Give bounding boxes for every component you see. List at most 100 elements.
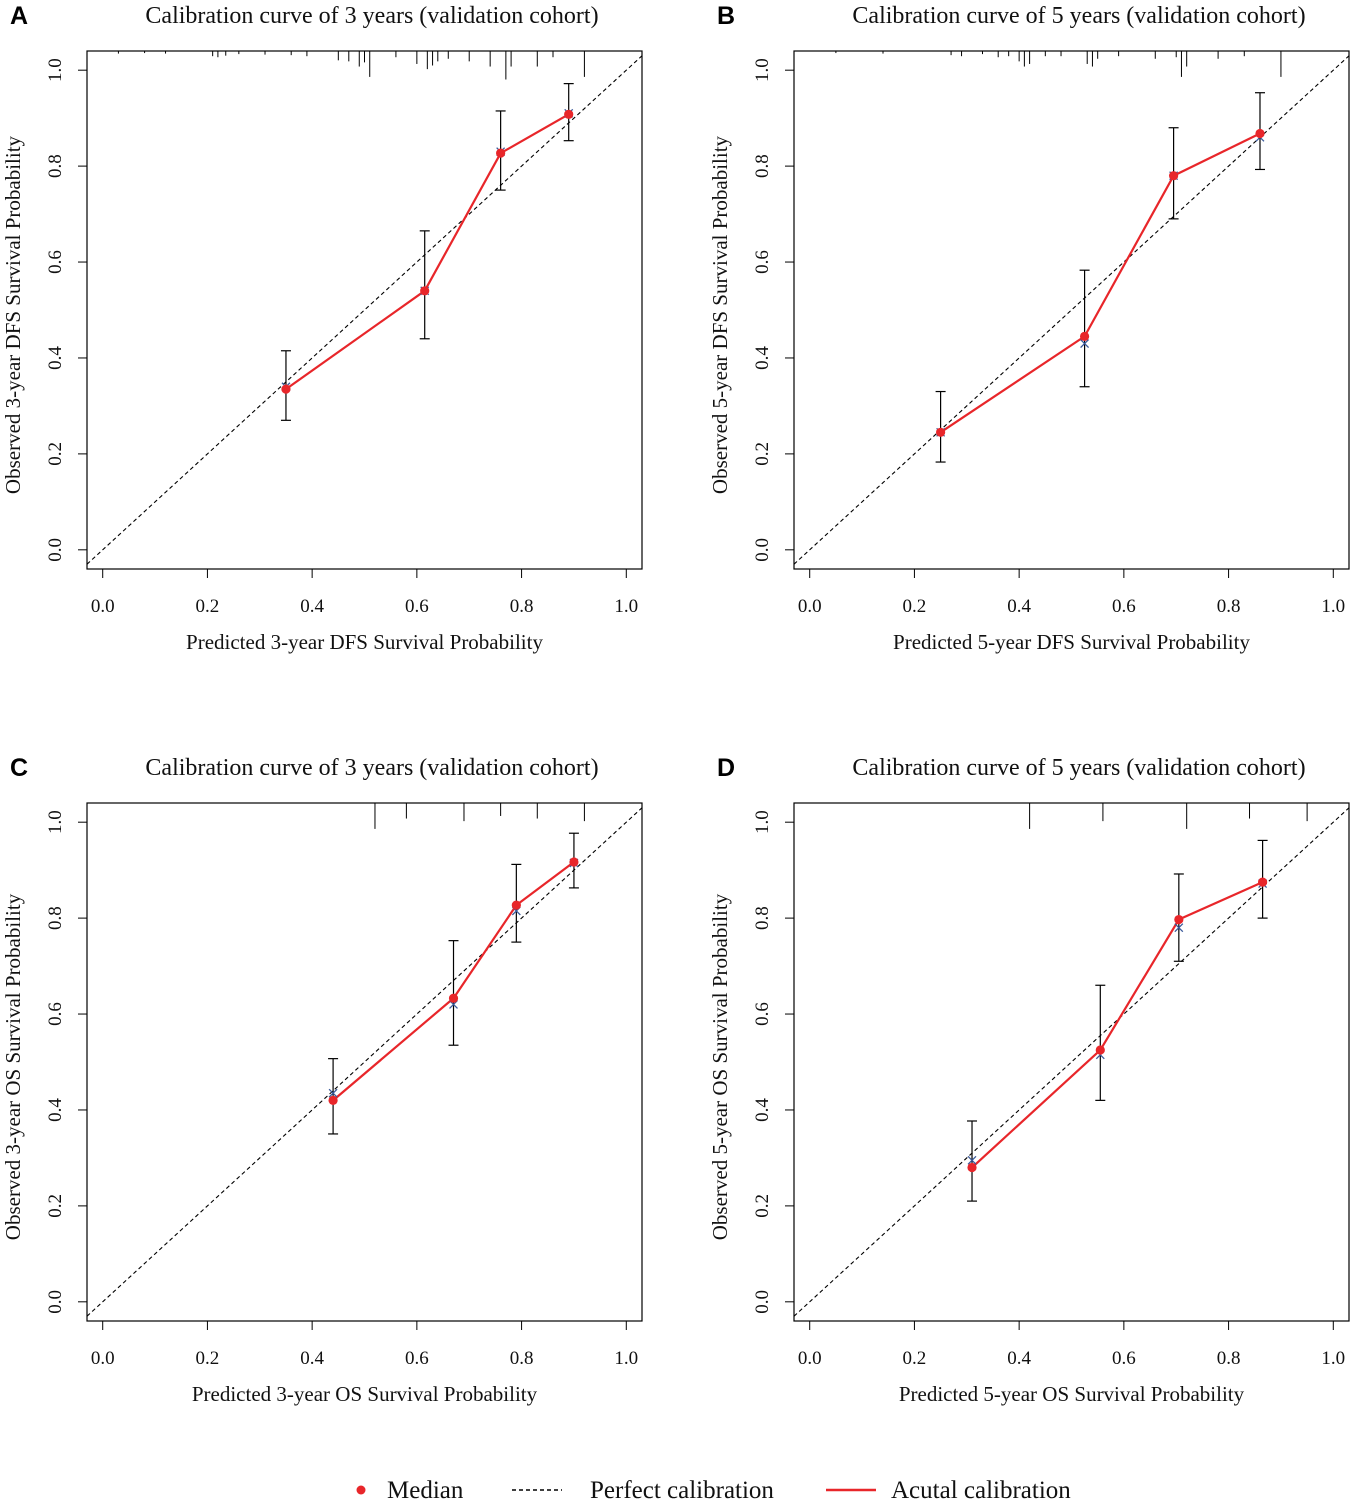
panel-d-title: Calibration curve of 5 years (validation… [852, 755, 1305, 781]
panel-c-letter: C [10, 754, 28, 782]
panel-a-median-point [420, 286, 430, 296]
legend: Median Perfect calibration Acutal calibr… [356, 1477, 1071, 1500]
panel-c-cross-stroke [328, 1088, 338, 1098]
panel-a-x-label: Predicted 3-year DFS Survival Probabilit… [186, 630, 543, 654]
panel-c-y-tick-label: 0.0 [45, 1290, 66, 1314]
panel-d: D Calibration curve of 5 years (validatio… [708, 754, 1350, 1406]
panel-b: B Calibration curve of 5 years (validatio… [708, 2, 1350, 654]
panel-d-actual-line [971, 881, 1264, 1169]
panel-d-y-tick-label: 1.0 [752, 810, 773, 834]
panel-b-y-tick-label: 0.6 [752, 250, 773, 274]
panel-d-median-point [967, 1162, 977, 1173]
panel-c-x-tick-label: 0.0 [91, 1348, 115, 1369]
panel-b-cross-stroke [1080, 339, 1090, 349]
panels: A Calibration curve of 3 years (validatio… [1, 2, 1350, 1406]
panel-b-y-tick-label: 0.2 [752, 442, 773, 466]
panel-a-x-tick-label: 0.8 [510, 596, 534, 617]
panel-d-x-tick-label: 0.6 [1112, 1348, 1136, 1369]
panel-b-y-tick-label: 0.4 [752, 346, 773, 370]
panel-a-perfect-line [86, 55, 643, 565]
panel-b-median-point [1079, 331, 1090, 341]
panel-d-y-tick-label: 0.6 [752, 1002, 773, 1026]
panel-b-median-point [1255, 128, 1265, 139]
panel-d-median-point [1095, 1045, 1105, 1055]
panel-a-x-tick-label: 0.6 [405, 596, 429, 617]
panel-a-letter: A [10, 2, 28, 30]
panel-c-cross-marker [328, 1088, 338, 1098]
panel-b-x-tick-label: 0.2 [903, 596, 927, 617]
panel-c-plot-frame [86, 802, 643, 1322]
panel-a-y-tick-label: 0.2 [45, 442, 66, 466]
panel-d-cross-marker [1174, 923, 1184, 933]
panel-c-x-tick-label: 0.6 [405, 1348, 429, 1369]
legend-perfect-label: Perfect calibration [590, 1477, 774, 1500]
panel-d-y-tick-label: 0.4 [752, 1098, 773, 1122]
panel-a-actual-line [285, 113, 570, 391]
panel-c-median-point [448, 993, 459, 1003]
panel-b-perfect-line [793, 55, 1350, 565]
panel-c-actual-line [332, 861, 575, 1102]
panel-b-x-tick-label: 0.8 [1217, 596, 1241, 617]
panel-b-x-label: Predicted 5-year DFS Survival Probabilit… [893, 630, 1250, 654]
panel-b-x-tick-label: 0.0 [798, 596, 822, 617]
panel-d-x-tick-label: 0.4 [1007, 1348, 1031, 1369]
legend-median-marker [356, 1485, 366, 1495]
panel-c-x-label: Predicted 3-year OS Survival Probability [192, 1382, 538, 1406]
panel-b-y-tick-label: 1.0 [752, 58, 773, 82]
panel-b-letter: B [717, 2, 735, 30]
panel-a-y-tick-label: 0.0 [45, 538, 66, 562]
panel-b-actual-line [939, 132, 1261, 434]
panel-b-median-point [1168, 171, 1179, 181]
legend-median-label: Median [387, 1477, 464, 1500]
panel-d-x-tick-label: 0.2 [903, 1348, 927, 1369]
panel-d-y-tick-label: 0.0 [752, 1290, 773, 1314]
panel-c-perfect-line [86, 807, 643, 1317]
legend-actual-label: Acutal calibration [891, 1477, 1071, 1500]
panel-c-y-tick-label: 0.4 [45, 1098, 66, 1122]
panel-c-x-tick-label: 1.0 [614, 1348, 638, 1369]
panel-b-y-label: Observed 5-year DFS Survival Probability [708, 135, 732, 494]
panel-c-y-tick-label: 0.6 [45, 1002, 66, 1026]
panel-b-median-point [936, 427, 946, 437]
panel-a-y-tick-label: 0.6 [45, 250, 66, 274]
panel-c-x-tick-label: 0.4 [300, 1348, 324, 1369]
panel-a-y-label: Observed 3-year DFS Survival Probability [1, 135, 25, 494]
panel-a-y-tick-label: 1.0 [45, 58, 66, 82]
panel-a: A Calibration curve of 3 years (validatio… [1, 2, 643, 654]
panel-d-y-label: Observed 5-year OS Survival Probability [708, 893, 732, 1240]
panel-d-x-tick-label: 0.0 [798, 1348, 822, 1369]
panel-b-cross-marker [1080, 339, 1090, 349]
panel-d-cross-stroke [1174, 923, 1184, 933]
panel-c: C Calibration curve of 3 years (validatio… [1, 754, 643, 1406]
panel-a-x-tick-label: 0.0 [91, 596, 115, 617]
panel-d-cross-stroke [967, 1155, 977, 1165]
panel-b-plot-frame [793, 50, 1350, 570]
panel-c-median-point [511, 900, 521, 910]
panel-a-median-point [564, 109, 574, 119]
panel-b-y-tick-label: 0.0 [752, 538, 773, 562]
panel-a-x-tick-label: 1.0 [614, 596, 638, 617]
panel-c-x-tick-label: 0.2 [196, 1348, 220, 1369]
panel-d-x-tick-label: 0.8 [1217, 1348, 1241, 1369]
panel-b-title: Calibration curve of 5 years (validation… [852, 3, 1305, 29]
panel-d-y-tick-label: 0.2 [752, 1194, 773, 1218]
panel-a-median-point [281, 384, 291, 394]
panel-d-x-label: Predicted 5-year OS Survival Probability [899, 1382, 1245, 1406]
panel-a-median-point [496, 148, 506, 158]
panel-b-x-tick-label: 0.6 [1112, 596, 1136, 617]
panel-a-title: Calibration curve of 3 years (validation… [145, 3, 598, 29]
panel-c-y-tick-label: 0.8 [45, 906, 66, 930]
panel-d-y-tick-label: 0.8 [752, 906, 773, 930]
panel-d-median-point [1174, 914, 1184, 925]
panel-b-y-tick-label: 0.8 [752, 154, 773, 178]
panel-d-plot-frame [793, 802, 1350, 1322]
panel-c-x-tick-label: 0.8 [510, 1348, 534, 1369]
panel-a-x-tick-label: 0.2 [196, 596, 220, 617]
panel-c-y-tick-label: 1.0 [45, 810, 66, 834]
panel-b-x-tick-label: 0.4 [1007, 596, 1031, 617]
panel-c-y-label: Observed 3-year OS Survival Probability [1, 893, 25, 1240]
panel-d-median-point [1258, 877, 1268, 887]
panel-c-y-tick-label: 0.2 [45, 1194, 66, 1218]
panel-d-letter: D [717, 754, 735, 782]
